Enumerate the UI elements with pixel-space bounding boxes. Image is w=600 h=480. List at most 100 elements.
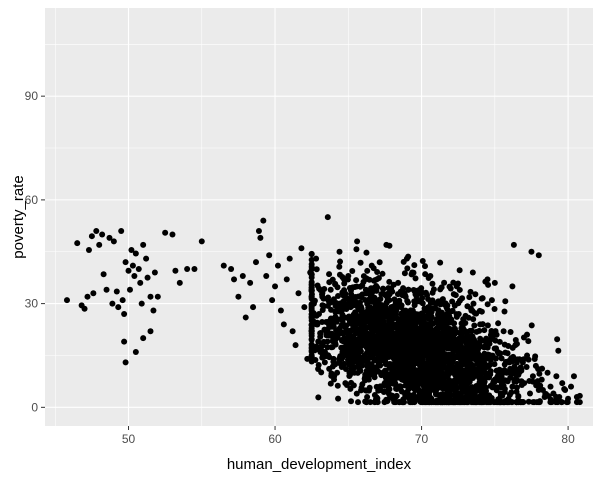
- data-point: [328, 370, 335, 377]
- data-point: [135, 266, 142, 273]
- data-point: [457, 378, 464, 385]
- data-point: [447, 366, 454, 373]
- data-point: [570, 373, 577, 380]
- data-point: [493, 387, 500, 394]
- data-point: [388, 304, 395, 311]
- data-point: [433, 316, 440, 323]
- data-point: [383, 332, 390, 339]
- data-point: [385, 381, 392, 388]
- data-point: [380, 286, 387, 293]
- data-point: [456, 267, 463, 274]
- data-point: [529, 378, 536, 385]
- data-point: [360, 273, 367, 280]
- data-point: [456, 335, 463, 342]
- data-point: [491, 279, 498, 286]
- major-gridlines: [45, 8, 593, 426]
- data-point: [191, 266, 198, 273]
- data-point: [371, 357, 378, 364]
- data-point: [547, 383, 554, 390]
- data-point: [272, 283, 279, 290]
- data-point: [397, 304, 404, 311]
- data-point: [375, 274, 382, 281]
- data-point: [444, 306, 451, 313]
- data-point: [371, 399, 378, 406]
- data-point: [354, 238, 361, 245]
- data-point: [332, 334, 339, 341]
- data-point: [479, 321, 486, 328]
- data-point: [443, 393, 450, 400]
- data-point: [413, 293, 420, 300]
- data-point: [471, 348, 478, 355]
- data-point: [531, 356, 538, 363]
- data-point: [526, 390, 533, 397]
- data-point: [421, 380, 428, 387]
- data-point: [480, 395, 487, 402]
- data-point: [119, 297, 126, 304]
- data-point: [473, 310, 480, 317]
- data-point: [470, 300, 477, 307]
- data-point: [336, 263, 343, 270]
- data-point: [449, 337, 456, 344]
- data-point: [308, 263, 315, 270]
- data-point: [327, 380, 334, 387]
- data-point: [399, 338, 406, 345]
- data-point: [360, 321, 367, 328]
- data-point: [320, 295, 327, 302]
- data-point: [501, 341, 508, 348]
- data-point: [388, 369, 395, 376]
- data-point: [391, 399, 398, 406]
- data-point: [358, 303, 364, 310]
- data-point: [430, 358, 437, 365]
- data-point: [539, 386, 546, 393]
- y-tick-label: 60: [25, 193, 39, 207]
- data-point: [341, 304, 348, 311]
- data-point: [479, 295, 486, 302]
- data-point: [315, 338, 322, 345]
- data-point: [425, 275, 432, 282]
- data-point: [106, 234, 113, 241]
- data-point: [308, 336, 315, 343]
- data-point: [418, 389, 425, 396]
- data-point: [115, 304, 122, 311]
- data-point: [412, 367, 419, 374]
- data-point: [491, 361, 498, 368]
- data-point: [534, 378, 541, 385]
- data-point: [335, 395, 342, 402]
- data-point: [470, 316, 477, 323]
- data-point: [559, 380, 566, 387]
- data-point: [390, 364, 397, 371]
- data-point: [327, 286, 334, 293]
- data-point: [493, 399, 500, 406]
- data-point: [435, 340, 442, 347]
- data-point: [423, 313, 430, 320]
- data-point: [250, 304, 257, 311]
- data-point: [308, 287, 315, 294]
- data-point: [496, 338, 503, 345]
- data-point: [467, 288, 474, 295]
- data-point: [427, 323, 434, 330]
- data-point: [317, 330, 324, 337]
- data-point: [492, 330, 499, 337]
- data-point: [424, 352, 431, 359]
- data-point: [374, 269, 381, 276]
- data-point: [363, 249, 370, 256]
- data-point: [460, 346, 467, 353]
- data-point: [441, 313, 448, 320]
- data-point: [469, 365, 476, 372]
- data-point: [484, 301, 491, 308]
- data-point: [424, 375, 431, 382]
- data-point: [404, 335, 411, 342]
- data-point: [339, 289, 346, 296]
- data-point: [402, 345, 409, 352]
- data-point: [386, 242, 393, 249]
- data-point: [353, 390, 360, 397]
- data-point: [402, 382, 409, 389]
- data-point: [347, 328, 354, 335]
- data-point: [376, 259, 383, 266]
- data-point: [489, 352, 496, 359]
- data-point: [308, 274, 315, 281]
- data-point: [370, 322, 377, 329]
- data-point: [468, 341, 475, 348]
- data-point: [381, 291, 388, 298]
- data-point: [392, 321, 399, 328]
